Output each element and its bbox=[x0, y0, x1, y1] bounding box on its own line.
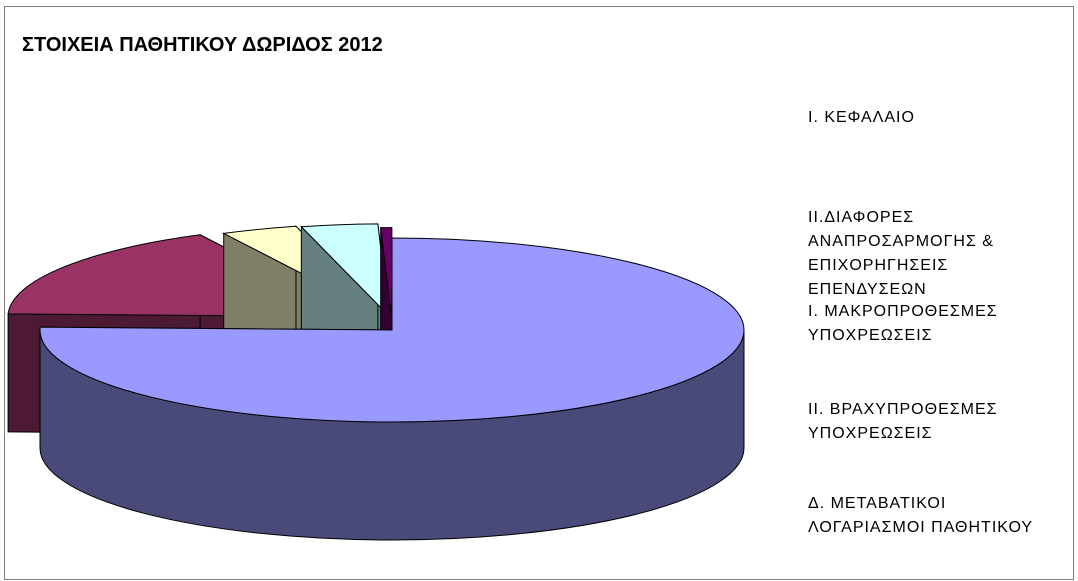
pie-slice-1 bbox=[39, 237, 745, 541]
chart-title: ΣΤΟΙΧΕΙΑ ΠΑΘΗΤΙΚΟΥ ΔΩΡΙΔΟΣ 2012 bbox=[22, 34, 383, 56]
legend-entry-5: Δ. ΜΕΤΑΒΑΤΙΚΟΙ ΛΟΓΑΡΙΑΣΜΟΙ ΠΑΘΗΤΙΚΟΥ bbox=[808, 495, 1034, 536]
legend-entry-4: ΙΙ. ΒΡΑΧΥΠΡΟΘΕΣΜΕΣ ΥΠΟΧΡΕΩΣΕΙΣ bbox=[808, 401, 998, 442]
legend-entry-3: Ι. ΜΑΚΡΟΠΡΟΘΕΣΜΕΣ ΥΠΟΧΡΕΩΣΕΙΣ bbox=[808, 303, 998, 344]
legend-entry-1: Ι. ΚΕΦΑΛΑΙΟ bbox=[808, 109, 915, 126]
legend-entry-2: ΙΙ.ΔΙΑΦΟΡΕΣ ΑΝΑΠΡΟΣΑΡΜΟΓΗΣ & ΕΠΙΧΟΡΗΓΗΣΕ… bbox=[808, 209, 994, 298]
